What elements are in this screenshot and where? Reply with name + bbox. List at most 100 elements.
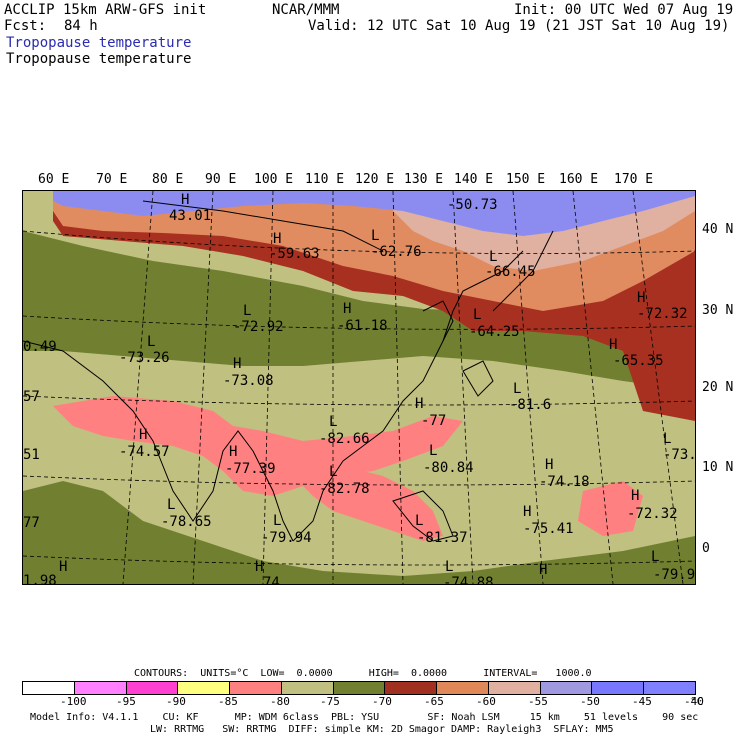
model-info-line1: Model Info: V4.1.1 CU: KF MP: WDM 6class… [30, 712, 699, 723]
low-marker: L [473, 307, 482, 323]
high-marker: H [139, 427, 148, 443]
pink-patch-2 [293, 461, 443, 541]
colorbar-unit: °C [690, 695, 704, 708]
high-marker: H [631, 488, 640, 504]
value-label: -72.32 [637, 306, 688, 322]
lon-label: 90 E [205, 172, 237, 187]
value-label: 1.98 [23, 573, 57, 585]
low-marker: L [445, 559, 454, 575]
olive-dark-south [23, 481, 695, 584]
value-label: -82.78 [319, 481, 370, 497]
value-label: -73.08 [223, 373, 274, 389]
value-label: -72.92 [233, 319, 284, 335]
lat-label: 0 [702, 541, 710, 556]
value-label: 0.49 [23, 339, 57, 355]
lon-label: 100 E [254, 172, 294, 187]
map-panel: 43.01 -50.73 -59.63 -62.76 -66.45 -72.32… [22, 190, 696, 585]
colorbar-swatch [23, 682, 75, 694]
value-label: -74.18 [539, 474, 590, 490]
value-label: -61.18 [337, 318, 388, 334]
value-label: -75.41 [523, 521, 574, 537]
value-label: -78.65 [161, 514, 212, 530]
colorbar-swatch [230, 682, 282, 694]
value-label: -80.84 [423, 460, 474, 476]
high-marker: H [637, 290, 646, 306]
value-label: -79.9 [653, 567, 696, 583]
colorbar [22, 681, 696, 695]
value-label: -50.73 [447, 197, 498, 213]
value-label: 43.01 [169, 208, 212, 224]
high-marker: H [233, 356, 242, 372]
high-marker: H [415, 396, 424, 412]
high-marker: H [181, 192, 190, 208]
low-marker: L [329, 464, 338, 480]
lon-label: 160 E [559, 172, 599, 187]
colorbar-label: -85 [218, 695, 238, 708]
value-label: 74 [263, 575, 280, 585]
colorbar-label: -90 [166, 695, 186, 708]
lat-label: 40 N [702, 222, 734, 237]
init-time: Init: 00 UTC Wed 07 Aug 19 [514, 2, 734, 18]
forecast-label: Fcst: [4, 18, 47, 34]
colorbar-label: -75 [320, 695, 340, 708]
graticule [23, 191, 695, 584]
lon-label: 110 E [305, 172, 345, 187]
value-label: 57 [23, 389, 40, 405]
model-title: ACCLIP 15km ARW-GFS init [4, 2, 207, 18]
low-marker: L [651, 549, 660, 565]
value-label: -73.2 [663, 447, 696, 463]
colorbar-swatch [178, 682, 231, 694]
field-title-1: Tropopause temperature [6, 35, 192, 51]
blue-band [53, 191, 695, 236]
colorbar-label: -55 [528, 695, 548, 708]
value-label: -73.26 [119, 350, 170, 366]
lon-label: 120 E [355, 172, 395, 187]
value-label: 77 [23, 515, 40, 531]
lat-label: 30 N [702, 303, 734, 318]
value-label: -62.76 [371, 244, 422, 260]
colorbar-label: -80 [270, 695, 290, 708]
value-label: -81.37 [417, 530, 468, 546]
colorbar-label: -70 [372, 695, 392, 708]
value-label: 51 [23, 447, 40, 463]
value-label: -81.6 [509, 397, 552, 413]
low-marker: L [243, 303, 252, 319]
lat-label: 20 N [702, 380, 734, 395]
map-svg [23, 191, 695, 584]
colorbar-swatch [74, 682, 127, 694]
low-marker: L [147, 334, 156, 350]
colorbar-label: -40 [684, 695, 704, 708]
high-marker: H [59, 559, 68, 575]
low-marker: L [663, 431, 672, 447]
value-label: -64.25 [469, 324, 520, 340]
value-label: -79.94 [261, 530, 312, 546]
colorbar-swatch [437, 682, 489, 694]
colorbar-swatch [592, 682, 645, 694]
value-label: -74.57 [119, 444, 170, 460]
low-marker: L [167, 497, 176, 513]
colorbar-label: -60 [476, 695, 496, 708]
lon-label: 150 E [506, 172, 546, 187]
field-title-2: Tropopause temperature [6, 51, 192, 67]
lon-label: 80 E [152, 172, 184, 187]
low-marker: L [415, 513, 424, 529]
lon-label: 60 E [38, 172, 70, 187]
colorbar-label: -65 [424, 695, 444, 708]
high-marker: H [273, 231, 282, 247]
pink-patch-3 [578, 481, 643, 536]
value-label: -82.66 [319, 431, 370, 447]
low-marker: L [489, 249, 498, 265]
high-marker: H [343, 301, 352, 317]
olive-dark-band [23, 231, 695, 391]
colorbar-label: -50 [580, 695, 600, 708]
lon-label: 170 E [614, 172, 654, 187]
colorbar-swatch [126, 682, 179, 694]
low-marker: L [513, 381, 522, 397]
model-info-line2: LW: RRTMG SW: RRTMG DIFF: simple KM: 2D … [150, 724, 614, 735]
high-marker: H [255, 559, 264, 575]
colorbar-swatch [540, 682, 593, 694]
low-marker: L [329, 414, 338, 430]
colorbar-label: -100 [60, 695, 87, 708]
colorbar-label: -45 [632, 695, 652, 708]
coastlines [23, 200, 554, 542]
